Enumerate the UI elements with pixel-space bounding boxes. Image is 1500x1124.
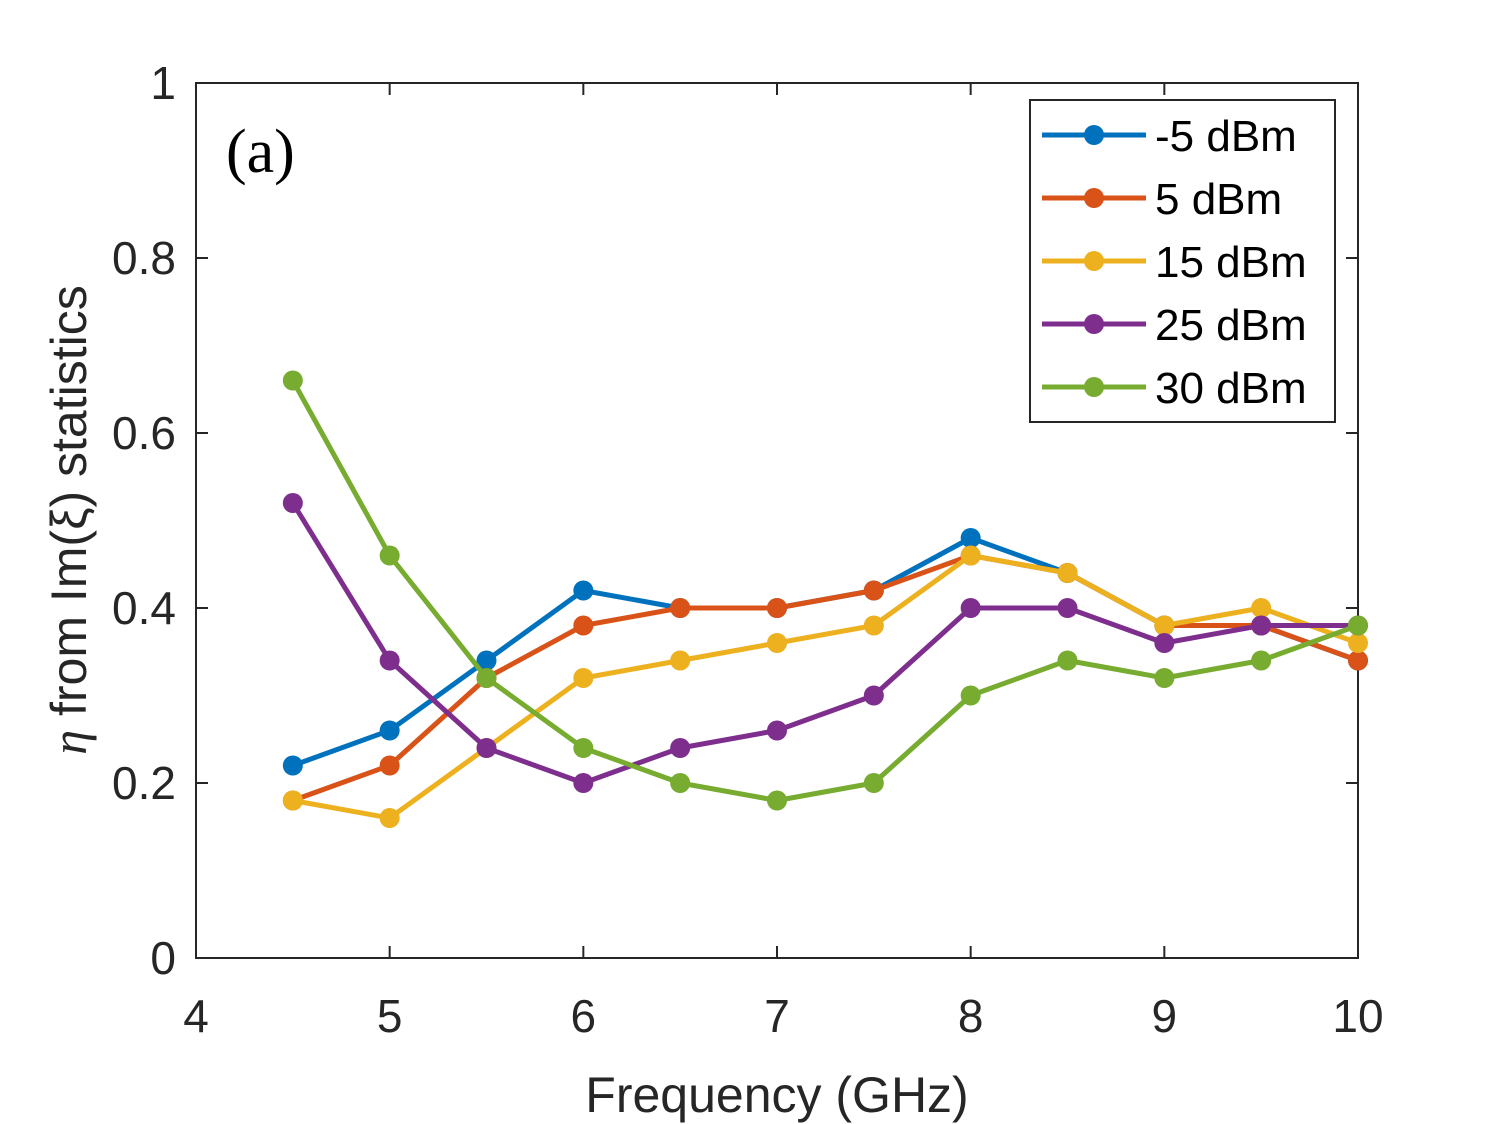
x-axis-label: Frequency (GHz) [585, 1067, 968, 1123]
data-point [573, 773, 594, 793]
data-point [282, 790, 303, 811]
data-point [1348, 615, 1368, 636]
data-point [282, 370, 303, 391]
data-point [573, 668, 594, 688]
legend: -5 dBm 5 dBm 15 dBm 25 dBm 30 dBm [1029, 99, 1336, 423]
y-tick-label: 1 [150, 57, 176, 109]
data-point [863, 615, 884, 636]
data-point [1154, 668, 1175, 688]
data-point [670, 773, 691, 793]
legend-item: -5 dBm [1042, 112, 1297, 161]
legend-marker [1084, 188, 1104, 208]
data-point [379, 650, 400, 671]
data-point [960, 685, 981, 706]
series-15dbm [282, 545, 1368, 828]
legend-item: 25 dBm [1042, 301, 1307, 350]
legend-marker [1084, 125, 1104, 145]
data-point [863, 580, 884, 601]
series-30dbm [282, 370, 1368, 811]
panel-annotation: (a) [226, 118, 295, 186]
y-axis-label: η from Im(ξ) statistics [41, 285, 97, 754]
data-point [670, 598, 691, 618]
data-point [1348, 650, 1368, 671]
legend-item: 30 dBm [1042, 364, 1307, 413]
x-tick-label: 5 [377, 990, 403, 1042]
data-point [1348, 633, 1368, 653]
data-point [379, 720, 400, 741]
legend-item: 15 dBm [1042, 238, 1307, 287]
data-point [476, 738, 497, 758]
data-point [1057, 598, 1078, 618]
series-line [292, 553, 1359, 821]
data-point [863, 773, 884, 793]
data-point [1154, 633, 1175, 653]
x-tick-label: 8 [958, 990, 984, 1042]
data-point [960, 545, 981, 566]
legend-marker [1084, 377, 1104, 397]
legend-marker [1084, 314, 1104, 334]
data-point [282, 493, 303, 513]
axes: 4 5 6 7 8 9 10 0 0.2 0.4 0.6 0.8 1 [112, 57, 1384, 1042]
legend-box [1029, 99, 1336, 423]
y-axis-label-symbol: η [41, 730, 97, 755]
data-point [767, 790, 787, 811]
data-point [379, 755, 400, 776]
series-group [282, 370, 1368, 828]
x-tick-label: 4 [183, 990, 209, 1042]
legend-label: -5 dBm [1155, 112, 1297, 161]
data-point [1251, 650, 1272, 671]
y-tick-label: 0.6 [112, 407, 176, 459]
legend-label: 5 dBm [1155, 175, 1282, 224]
legend-item: 5 dBm [1042, 175, 1282, 224]
series-line [290, 501, 1358, 786]
legend-marker [1084, 251, 1104, 271]
data-point [476, 668, 497, 688]
data-point [1057, 650, 1078, 671]
data-point [670, 738, 691, 758]
x-tick-label: 7 [764, 990, 790, 1042]
y-tick-label: 0.2 [112, 757, 176, 809]
data-point [767, 633, 787, 653]
data-point [670, 650, 691, 671]
data-point [767, 598, 787, 618]
legend-label: 30 dBm [1155, 364, 1307, 413]
data-point [476, 650, 497, 671]
legend-label: 25 dBm [1155, 301, 1307, 350]
y-tick-label: 0 [150, 932, 176, 984]
data-point [1057, 563, 1078, 583]
data-point [573, 615, 594, 636]
data-point [573, 738, 594, 758]
data-point [282, 755, 303, 776]
series-line [290, 379, 1359, 803]
data-point [573, 580, 594, 601]
data-point [1154, 615, 1175, 636]
x-tick-label: 10 [1332, 990, 1383, 1042]
data-point [1251, 598, 1272, 618]
data-point [1251, 615, 1272, 636]
data-point [767, 720, 787, 741]
x-tick-label: 6 [571, 990, 597, 1042]
data-point [379, 545, 400, 566]
series-25dbm [282, 493, 1368, 793]
data-point [960, 528, 981, 548]
y-tick-label: 0.4 [112, 582, 176, 634]
y-axis-label-text: from Im(ξ) statistics [41, 285, 97, 716]
data-point [960, 598, 981, 618]
data-point [379, 808, 400, 828]
x-tick-label: 9 [1152, 990, 1178, 1042]
series-line [291, 553, 1359, 803]
data-point [863, 685, 884, 706]
legend-label: 15 dBm [1155, 238, 1307, 287]
y-tick-label: 0.8 [112, 232, 176, 284]
